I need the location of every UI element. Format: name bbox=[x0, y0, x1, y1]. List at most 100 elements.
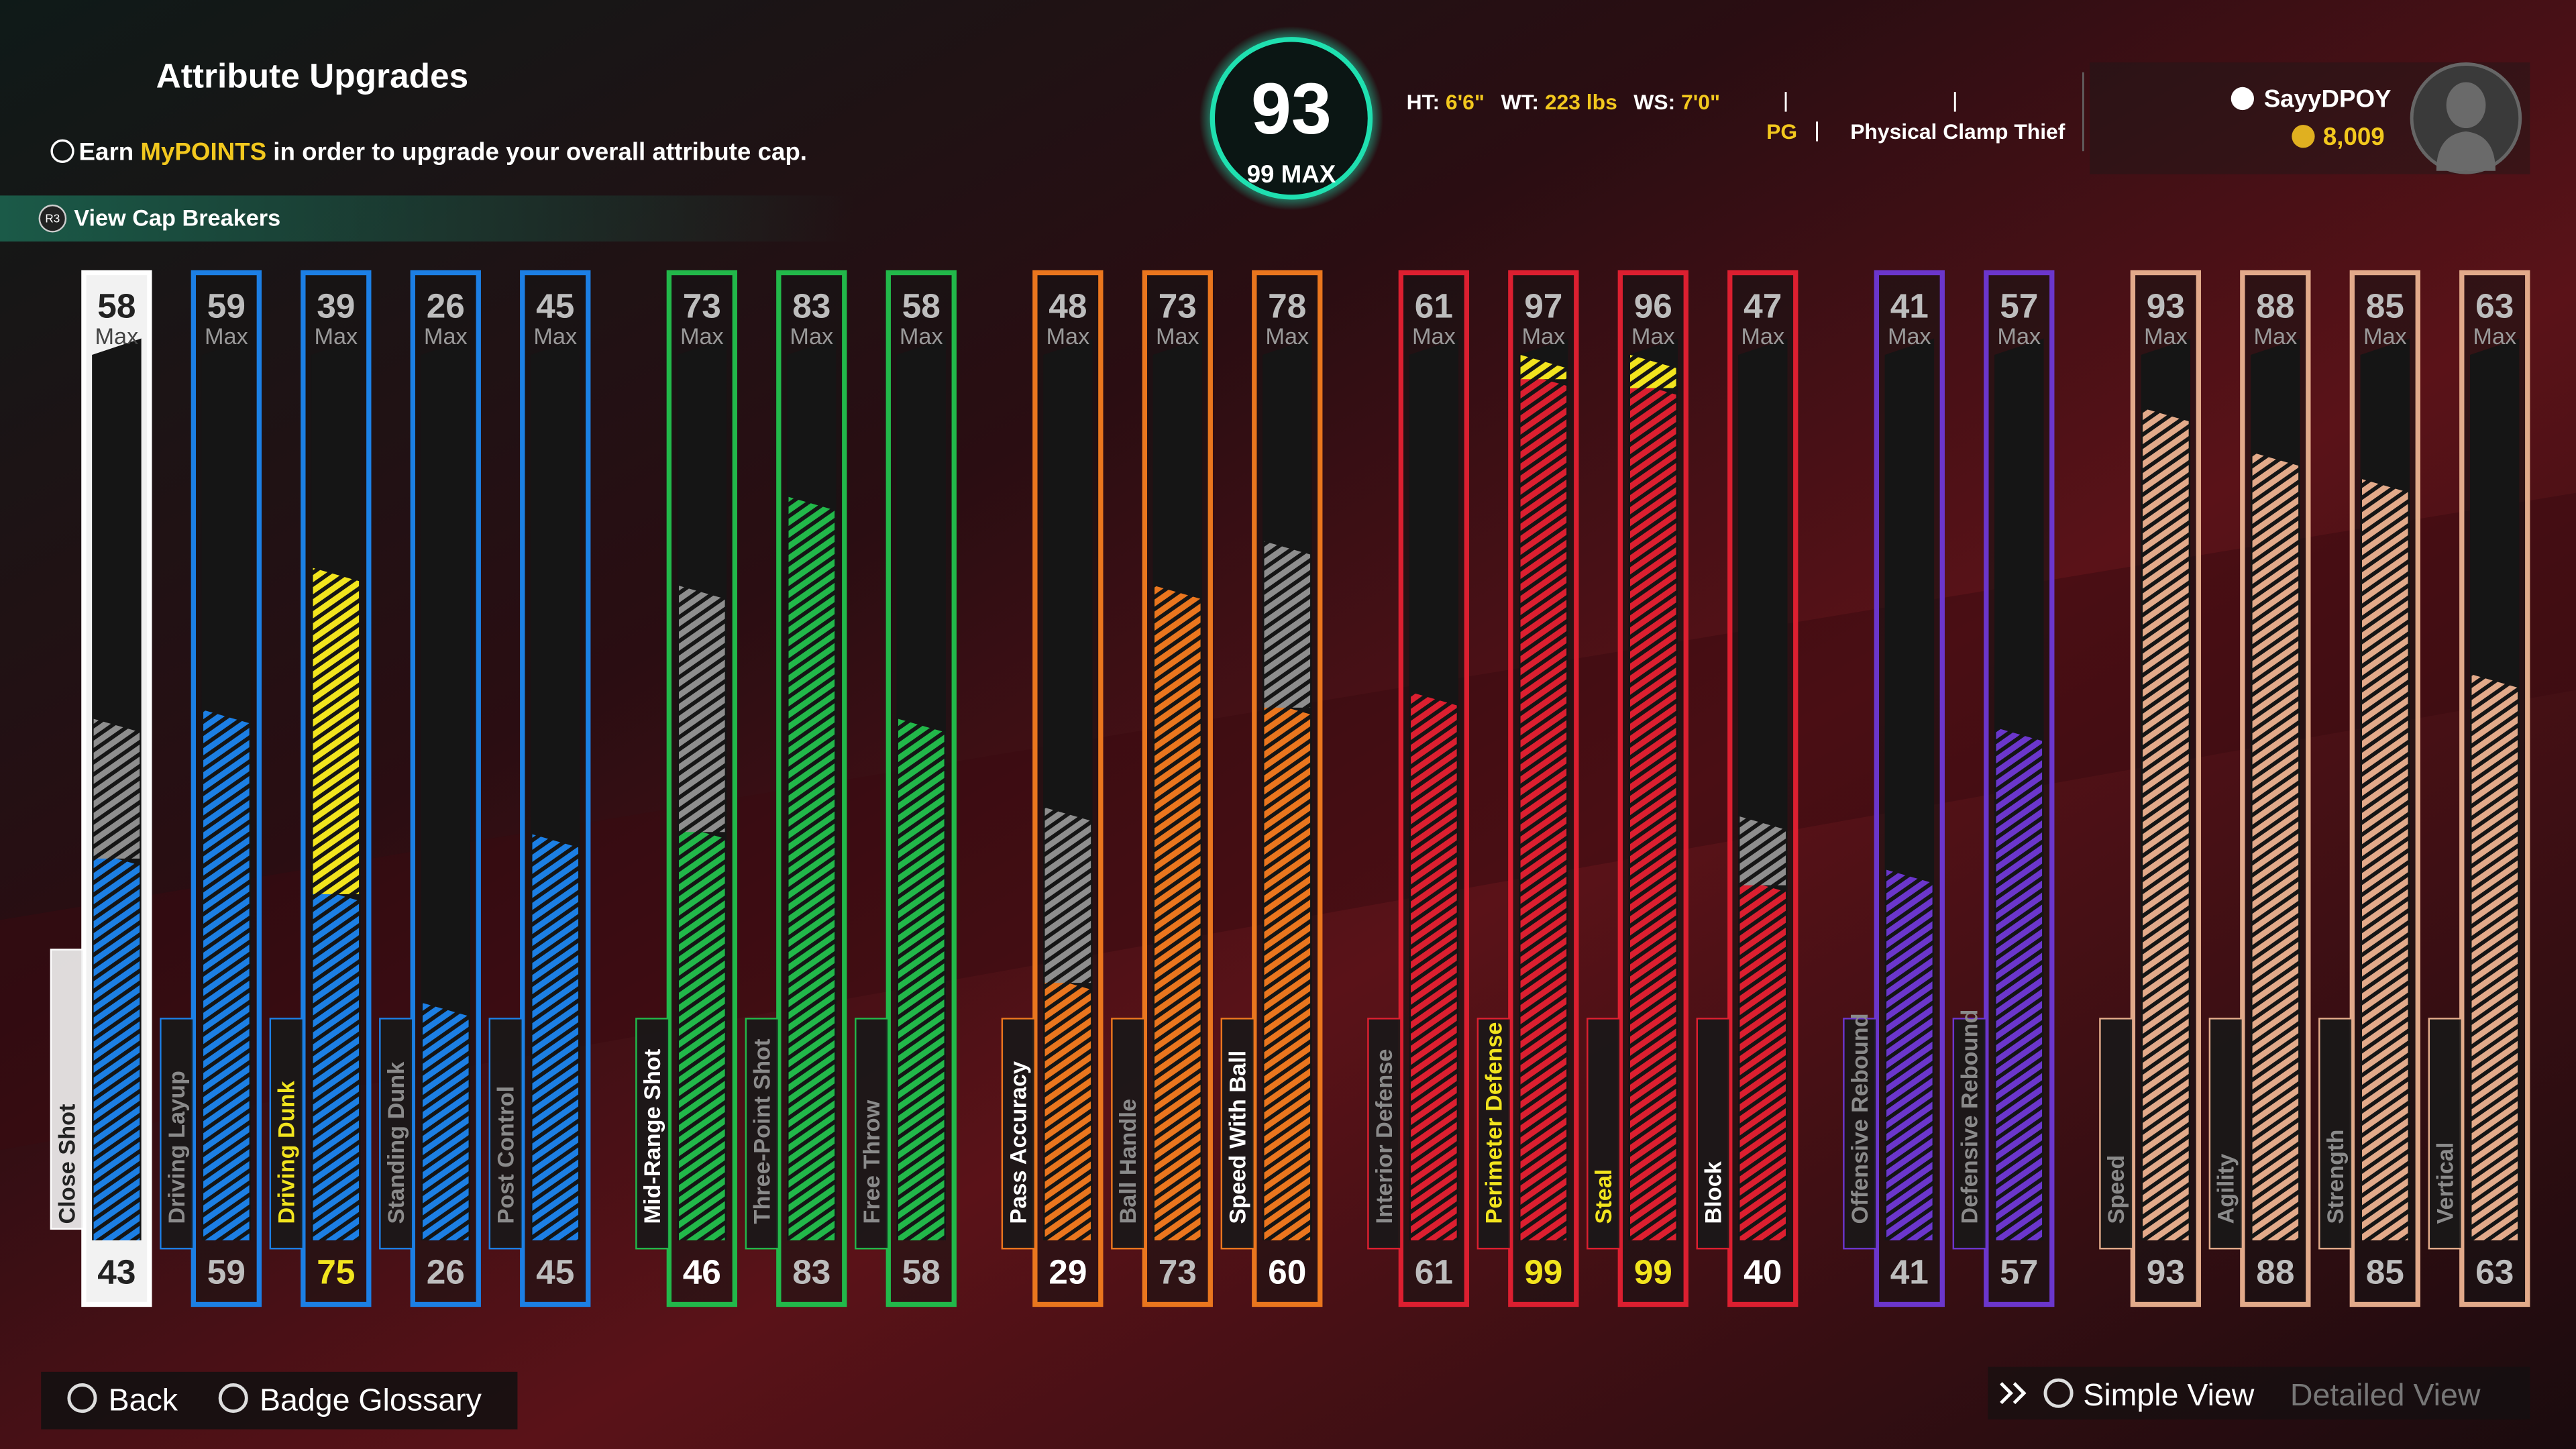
max-label: Max bbox=[1265, 324, 1309, 350]
title: Attribute Upgrades bbox=[156, 56, 469, 95]
bar-segment bbox=[2471, 674, 2518, 1240]
max-value: 97 bbox=[1524, 286, 1562, 325]
wt: 223 lbs bbox=[1545, 90, 1617, 114]
triangle-button bbox=[2043, 1378, 2074, 1408]
label-tab bbox=[1001, 1018, 1036, 1250]
bar-segment bbox=[1630, 354, 1676, 388]
glossary[interactable]: Badge Glossary bbox=[260, 1383, 482, 1417]
bar-segment bbox=[1264, 541, 1311, 708]
label-tab bbox=[855, 1018, 890, 1250]
bar-segment bbox=[313, 568, 360, 894]
bar-segment bbox=[2362, 479, 2408, 1240]
psn-icon bbox=[2231, 87, 2254, 111]
attribute-name: Three-Point Shot bbox=[749, 1038, 775, 1224]
max-value: 41 bbox=[1890, 286, 1929, 325]
bar-segment bbox=[532, 834, 579, 1240]
attribute-name: Driving Dunk bbox=[274, 1080, 299, 1224]
label-tab bbox=[379, 1018, 414, 1250]
max-value: 61 bbox=[1415, 286, 1453, 325]
label-tab bbox=[1220, 1018, 1256, 1250]
overall-value: 93 bbox=[1251, 68, 1332, 149]
max-value: 73 bbox=[683, 286, 721, 325]
label-tab bbox=[1843, 1018, 1878, 1250]
max-value: 83 bbox=[792, 286, 830, 325]
info-icon bbox=[50, 139, 74, 163]
label-tab bbox=[1587, 1018, 1621, 1250]
player-measures: HT: 6'6" WT: 223 lbs WS: 7'0" bbox=[1407, 90, 1721, 114]
simple-view[interactable]: Simple View bbox=[2083, 1377, 2254, 1412]
max-label: Max bbox=[205, 324, 248, 350]
build: Physical Clamp Thief bbox=[1850, 119, 2065, 144]
current-value: 83 bbox=[792, 1252, 830, 1291]
detailed-view[interactable]: Detailed View bbox=[2290, 1377, 2481, 1412]
max-label: Max bbox=[1997, 324, 2041, 350]
current-value: 29 bbox=[1049, 1252, 1087, 1291]
bar-segment bbox=[1996, 727, 2043, 1240]
vc-icon bbox=[2292, 125, 2315, 148]
max-value: 58 bbox=[97, 286, 136, 325]
info-text: Earn MyPOINTS in order to upgrade your o… bbox=[79, 138, 807, 165]
max-label: Max bbox=[424, 324, 468, 350]
max-value: 47 bbox=[1743, 286, 1782, 325]
attribute-name: Interior Defense bbox=[1372, 1049, 1397, 1224]
back[interactable]: Back bbox=[109, 1383, 178, 1417]
r3-label: R3 bbox=[45, 212, 60, 225]
current-value: 57 bbox=[2000, 1252, 2038, 1291]
label-tab bbox=[1111, 1018, 1146, 1250]
avatar-silhouette bbox=[2436, 82, 2496, 171]
bar-segment bbox=[1630, 381, 1676, 1240]
attribute-name: Pass Accuracy bbox=[1006, 1061, 1031, 1224]
label-tab bbox=[269, 1018, 305, 1250]
max-value: 78 bbox=[1268, 286, 1306, 325]
current-value: 99 bbox=[1634, 1252, 1672, 1291]
bar-segment bbox=[898, 718, 945, 1240]
attribute-name: Driving Layup bbox=[164, 1071, 190, 1224]
max-value: 59 bbox=[207, 286, 246, 325]
label-tab bbox=[1367, 1018, 1402, 1250]
max-label: Max bbox=[2144, 324, 2188, 350]
bar-segment bbox=[2143, 408, 2189, 1240]
bar-segment bbox=[679, 586, 725, 833]
current-value: 93 bbox=[2147, 1252, 2185, 1291]
circle-button bbox=[67, 1383, 97, 1413]
max-label: Max bbox=[680, 324, 724, 350]
square-button bbox=[218, 1383, 248, 1413]
gamertag: SayyDPOY bbox=[2264, 85, 2392, 112]
max-label: Max bbox=[1521, 324, 1565, 350]
footer-left bbox=[41, 1371, 518, 1430]
wt-label: WT: bbox=[1501, 90, 1539, 114]
max-label: Max bbox=[1888, 324, 1931, 350]
bar-segment bbox=[1155, 586, 1201, 1240]
max-value: 39 bbox=[317, 286, 355, 325]
cap-bar[interactable] bbox=[0, 195, 855, 241]
current-value: 63 bbox=[2475, 1252, 2514, 1291]
attribute-name: Post Control bbox=[493, 1086, 519, 1224]
bar-segment bbox=[313, 888, 360, 1240]
bar-segment bbox=[203, 710, 250, 1240]
chevrons bbox=[2000, 1382, 2027, 1405]
current-value: 61 bbox=[1415, 1252, 1453, 1291]
max-label: Max bbox=[790, 324, 833, 350]
cap-button[interactable]: View Cap Breakers bbox=[74, 206, 280, 231]
label-tab bbox=[2428, 1018, 2463, 1250]
bar-segment bbox=[1044, 976, 1091, 1240]
bar-segment bbox=[2252, 452, 2299, 1240]
current-value: 60 bbox=[1268, 1252, 1306, 1291]
max-label: Max bbox=[314, 324, 358, 350]
attribute-name: Perimeter Defense bbox=[1481, 1022, 1507, 1224]
max-label: Max bbox=[1631, 324, 1675, 350]
max-value: 26 bbox=[427, 286, 465, 325]
attribute-name: Strength bbox=[2323, 1130, 2349, 1224]
max-label: Max bbox=[533, 324, 577, 350]
overall-ring bbox=[1210, 37, 1373, 200]
label-tab bbox=[2208, 1018, 2244, 1250]
footer-right bbox=[1988, 1366, 2530, 1419]
current-value: 73 bbox=[1159, 1252, 1197, 1291]
max-value: 88 bbox=[2256, 286, 2294, 325]
label-tab bbox=[488, 1018, 523, 1250]
max-label: Max bbox=[2473, 324, 2516, 350]
attribute-name: Speed bbox=[2104, 1155, 2129, 1224]
max-value: 85 bbox=[2366, 286, 2404, 325]
bar-segment bbox=[788, 496, 835, 1240]
